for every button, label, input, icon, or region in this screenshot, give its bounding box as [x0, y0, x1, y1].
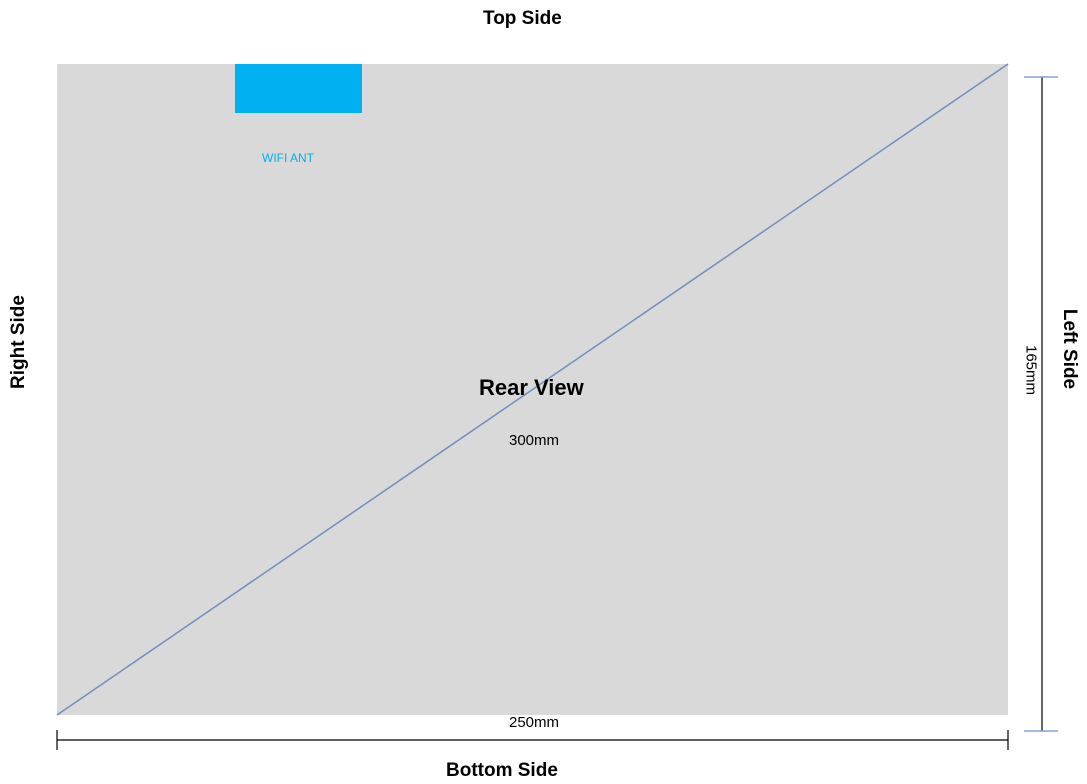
width-dimension-label: 250mm — [509, 714, 560, 731]
diagonal-line — [56, 63, 1009, 716]
wifi-antenna-block — [235, 64, 362, 113]
height-dimension-label: 165mm — [1022, 344, 1040, 396]
bottom-side-label: Bottom Side — [446, 760, 558, 781]
wifi-antenna-label: WIFI ANT — [262, 151, 314, 165]
top-side-label: Top Side — [483, 8, 562, 29]
diagonal-dimension-label: 300mm — [509, 432, 560, 449]
rear-view-title: Rear View — [479, 375, 584, 400]
